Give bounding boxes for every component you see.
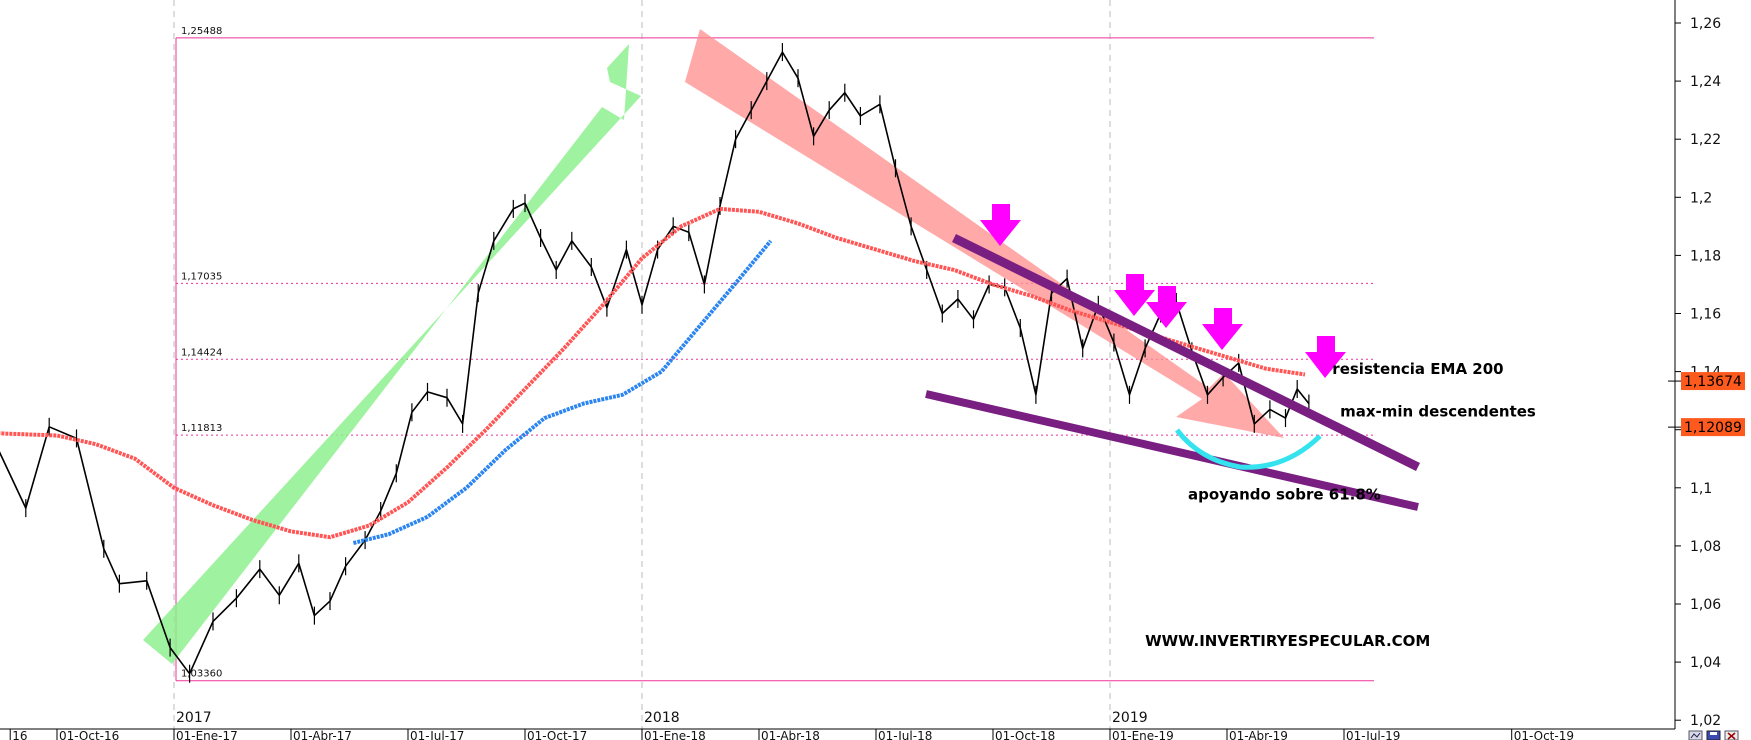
y-tick-label: 1,16 (1690, 307, 1721, 323)
y-tick-label: 1,22 (1690, 132, 1721, 148)
upper-trendline (952, 233, 1420, 472)
fib-level-label: 1,03360 (181, 669, 222, 680)
support-curve (1175, 428, 1322, 470)
year-label: 2018 (644, 710, 680, 726)
x-tick-label: 01-Jul-17 (410, 729, 464, 740)
price-badges: 1,13674 1,12089 (1668, 372, 1745, 437)
x-tick-label: 01-Abr-19 (1229, 729, 1288, 740)
x-tick-labels: 16 01-Oct-16 01-Ene-17 01-Abr-17 01-Jul-17 01… (9, 729, 1574, 740)
x-tick-label: 01-Abr-17 (293, 729, 352, 740)
price-series (0, 43, 1310, 683)
save-icon[interactable] (1706, 730, 1721, 740)
year-label: 2017 (176, 710, 212, 726)
year-labels: 2017 2018 2019 (176, 710, 1148, 726)
close-icon[interactable] (1724, 730, 1739, 740)
annotation-text: resistencia EMA 200 (1332, 360, 1503, 378)
x-tick-label: 01-Jul-18 (878, 729, 932, 740)
fib-level-label: 1,11813 (181, 423, 222, 434)
ema200-line (0, 206, 1306, 540)
uptrend-arrow (143, 44, 641, 664)
corner-icons (1688, 730, 1739, 740)
x-tick-label: 01-Oct-17 (527, 729, 587, 740)
y-tick-label: 1,08 (1690, 539, 1721, 555)
x-tick-label: 01-Oct-19 (1514, 729, 1574, 740)
x-tick-label: 01-Abr-18 (761, 729, 820, 740)
ema-line (352, 239, 773, 545)
trend-arrows (143, 29, 1284, 664)
price-badge-label: 1,13674 (1684, 374, 1742, 390)
y-tick-label: 1,18 (1690, 248, 1721, 264)
fib-level-label: 1,14424 (181, 347, 222, 358)
year-label: 2019 (1112, 710, 1148, 726)
downtrend-arrow (685, 29, 1284, 438)
marker-arrow (1305, 336, 1346, 378)
y-tick-labels: 1,261,241,221,21,181,161,141,121,11,081,… (1675, 16, 1721, 729)
x-tick-label: 01-Ene-17 (176, 729, 238, 740)
annotations: resistencia EMA 200 max-min descendentes a… (1145, 360, 1536, 650)
x-tick-label: 16 (12, 729, 27, 740)
marker-arrow (980, 204, 1021, 246)
x-tick-label: 01-Oct-18 (995, 729, 1055, 740)
fib-level-label: 1,25488 (181, 26, 222, 37)
y-tick-label: 1,02 (1690, 713, 1721, 729)
marker-arrow (1114, 274, 1155, 316)
fibonacci-levels: 1,25488 1,17035 1,14424 1,11813 1,03360 (175, 26, 1374, 682)
resistance-markers (980, 204, 1346, 378)
y-tick-label: 1,2 (1690, 190, 1712, 206)
price-badge (1681, 418, 1745, 437)
x-tick-label: 01-Ene-19 (1112, 729, 1174, 740)
price-badge (1681, 372, 1745, 391)
marker-arrow (1202, 308, 1243, 350)
y-tick-label: 1,04 (1690, 655, 1721, 671)
price-badge-label: 1,12089 (1684, 420, 1742, 436)
x-tick-label: 01-Ene-18 (644, 729, 706, 740)
y-tick-label: 1,26 (1690, 16, 1721, 32)
marker-arrow (1146, 286, 1187, 328)
x-tick-label: 01-Jul-19 (1346, 729, 1400, 740)
annotation-text: WWW.INVERTIRYESPECULAR.COM (1145, 632, 1430, 650)
fib-level-label: 1,17035 (181, 271, 222, 282)
price-line (0, 51, 1310, 675)
y-tick-label: 1,24 (1690, 74, 1721, 90)
annotation-text: max-min descendentes (1340, 403, 1536, 421)
chart-icon[interactable] (1688, 730, 1703, 740)
x-tick-label: 01-Oct-16 (59, 729, 119, 740)
y-tick-label: 1,06 (1690, 597, 1721, 613)
y-tick-label: 1,1 (1690, 481, 1712, 497)
trendlines (925, 233, 1420, 511)
lower-trendline (925, 390, 1419, 511)
annotation-text: apoyando sobre 61.8% (1188, 485, 1381, 503)
